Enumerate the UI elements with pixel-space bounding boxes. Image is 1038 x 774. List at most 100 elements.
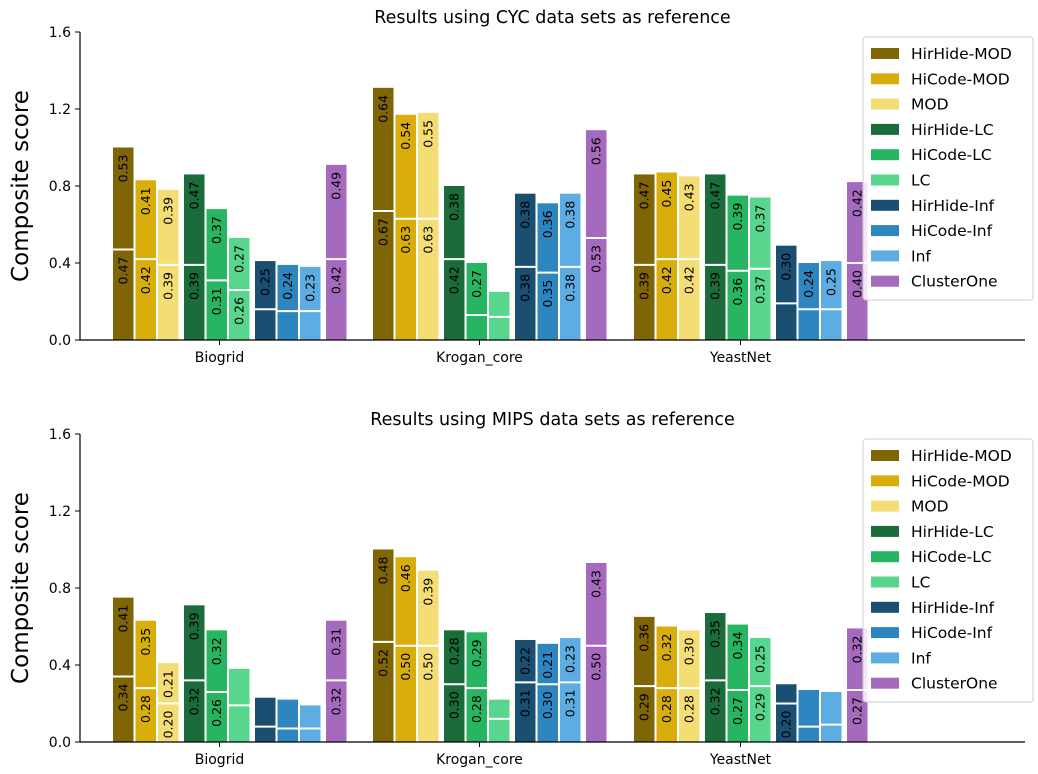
bar-upper-hicode-lc-yeastnet	[727, 195, 748, 271]
data-label-upper: 0.24	[280, 272, 295, 300]
data-label-lower: 0.50	[588, 653, 603, 681]
data-label-upper: 0.32	[209, 637, 224, 665]
bar-lower-lc-yeastnet	[750, 268, 771, 340]
data-label-upper: 0.47	[707, 182, 722, 210]
bar-lower-clusterone-biogrid	[326, 680, 347, 742]
bar-lower-hirhide-mod-yeastnet	[634, 686, 655, 742]
bar-lower-hicode-lc-yeastnet	[727, 690, 748, 742]
bar-lower-inf-yeastnet	[821, 309, 842, 340]
bar-upper-hirhide-inf-krogan_core	[515, 193, 536, 267]
data-label-upper: 0.21	[160, 670, 175, 698]
bar-lower-hirhide-lc-yeastnet	[705, 680, 726, 742]
bar-lower-lc-biogrid	[229, 705, 250, 742]
data-label-lower: 0.30	[540, 691, 555, 719]
y-tick-label: 1.6	[49, 25, 71, 41]
bar-lower-hicode-lc-biogrid	[206, 280, 227, 340]
data-label-lower: 0.31	[517, 689, 532, 717]
data-label-lower: 0.38	[517, 274, 532, 302]
bar-upper-hirhide-lc-yeastnet	[705, 174, 726, 265]
data-label-upper: 0.45	[659, 180, 674, 208]
data-label-upper: 0.27	[469, 270, 484, 298]
data-label-lower: 0.40	[849, 270, 864, 298]
data-label-lower: 0.32	[328, 687, 343, 715]
bar-lower-hicode-lc-krogan_core	[466, 314, 487, 340]
legend-label: HiCode-LC	[911, 146, 992, 164]
legend-label: HirHide-MOD	[911, 447, 1012, 465]
data-label-lower: 0.50	[398, 653, 413, 681]
bar-lower-lc-yeastnet	[750, 686, 771, 742]
data-label-lower: 0.31	[562, 689, 577, 717]
bar-lower-hicode-mod-krogan_core	[395, 218, 416, 340]
data-label-lower: 0.27	[730, 697, 745, 725]
bar-lower-hicode-mod-yeastnet	[656, 688, 677, 742]
legend-label: HirHide-Inf	[911, 599, 995, 617]
bar-upper-hicode-lc-biogrid	[206, 209, 227, 281]
data-label-lower: 0.31	[209, 287, 224, 315]
bar-lower-hirhide-inf-krogan_core	[515, 266, 536, 340]
bar-lower-hirhide-lc-biogrid	[184, 264, 205, 340]
bar-upper-inf-yeastnet	[821, 691, 842, 725]
legend-label: HiCode-Inf	[911, 222, 993, 240]
data-label-lower: 0.50	[420, 653, 435, 681]
data-label-upper: 0.41	[138, 187, 153, 215]
data-label-lower: 0.47	[115, 257, 130, 285]
bar-lower-hicode-inf-biogrid	[277, 728, 298, 742]
bar-upper-hirhide-mod-yeastnet	[634, 174, 655, 265]
data-label-lower: 0.39	[186, 272, 201, 300]
data-label-lower: 0.30	[446, 691, 461, 719]
bar-upper-lc-biogrid	[229, 668, 250, 706]
bar-lower-inf-biogrid	[300, 728, 321, 742]
bar-lower-hicode-mod-biogrid	[135, 688, 156, 742]
bar-upper-hicode-inf-krogan_core	[537, 643, 558, 685]
x-tick-label: Krogan_core	[436, 752, 523, 768]
bar-upper-hicode-inf-yeastnet	[798, 690, 819, 727]
data-label-upper: 0.42	[849, 189, 864, 217]
legend-swatch	[871, 98, 899, 110]
data-label-lower: 0.67	[375, 218, 390, 246]
data-label-upper: 0.38	[517, 201, 532, 229]
data-label-upper: 0.36	[540, 210, 555, 238]
legend-swatch	[871, 275, 899, 287]
bar-upper-hicode-inf-krogan_core	[537, 203, 558, 273]
data-label-lower: 0.53	[588, 245, 603, 273]
bar-upper-clusterone-yeastnet	[847, 182, 868, 263]
bar-lower-lc-krogan_core	[489, 718, 510, 742]
bar-upper-mod-krogan_core	[418, 112, 439, 219]
bar-upper-clusterone-biogrid	[326, 164, 347, 260]
data-label-upper: 0.48	[375, 557, 390, 585]
bar-upper-hicode-mod-yeastnet	[656, 172, 677, 260]
bar-upper-hirhide-lc-yeastnet	[705, 613, 726, 681]
legend-swatch	[871, 73, 899, 85]
data-label-lower: 0.35	[540, 280, 555, 308]
bar-upper-hirhide-mod-biogrid	[113, 597, 134, 677]
bar-upper-hicode-lc-yeastnet	[727, 624, 748, 691]
bar-upper-hirhide-inf-krogan_core	[515, 639, 536, 683]
legend-label: ClusterOne	[911, 273, 998, 291]
data-label-lower: 0.36	[730, 278, 745, 306]
bar-lower-hirhide-inf-biogrid	[255, 309, 276, 340]
data-label-upper: 0.47	[186, 182, 201, 210]
data-label-lower: 0.63	[398, 226, 413, 254]
bar-upper-hirhide-lc-biogrid	[184, 605, 205, 681]
data-label-upper: 0.41	[115, 605, 130, 633]
legend-swatch	[871, 475, 899, 487]
legend-label: HirHide-LC	[911, 523, 994, 541]
data-label-lower: 0.34	[115, 684, 130, 712]
data-label-upper: 0.38	[562, 201, 577, 229]
bar-upper-inf-biogrid	[300, 266, 321, 312]
legend-swatch	[871, 500, 899, 512]
legend-label: HiCode-Inf	[911, 624, 993, 642]
legend-label: HirHide-MOD	[911, 45, 1012, 63]
legend-swatch	[871, 525, 899, 537]
legend-swatch	[871, 174, 899, 186]
data-label-upper: 0.23	[562, 645, 577, 673]
bar-upper-hicode-lc-biogrid	[206, 630, 227, 692]
bar-upper-inf-yeastnet	[821, 261, 842, 310]
data-label-upper: 0.39	[730, 203, 745, 231]
bar-lower-inf-krogan_core	[560, 266, 581, 340]
data-label-lower: 0.26	[231, 297, 246, 325]
data-label-lower: 0.27	[849, 697, 864, 725]
bar-lower-hicode-lc-krogan_core	[466, 688, 487, 742]
bar-lower-hirhide-lc-biogrid	[184, 680, 205, 742]
